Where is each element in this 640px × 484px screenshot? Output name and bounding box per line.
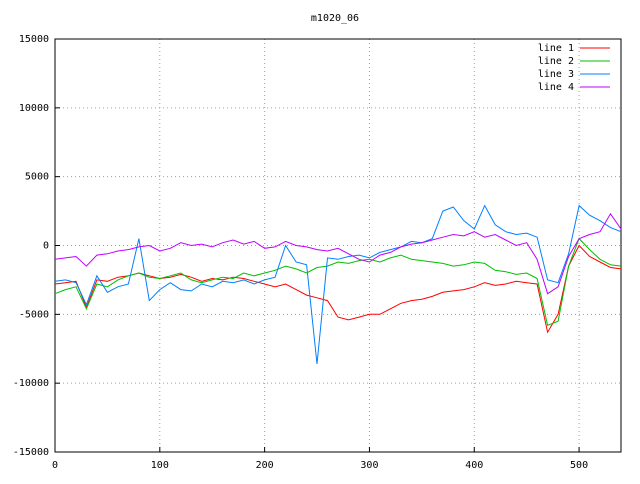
data-line (54, 237, 622, 326)
x-tick-label: 300 (360, 460, 378, 471)
y-tick-label: -5000 (19, 309, 49, 320)
data-line (54, 244, 622, 334)
legend-label: line 1 (538, 43, 574, 54)
chart-title: m1020_06 (311, 13, 359, 24)
data-line (54, 204, 622, 364)
legend-label: line 3 (538, 69, 574, 80)
x-tick-label: 400 (465, 460, 483, 471)
x-tick-label: 100 (151, 460, 169, 471)
data-line (54, 212, 622, 295)
y-tick-label: 15000 (19, 34, 49, 45)
y-tick-label: -15000 (13, 447, 49, 458)
y-tick-label: 0 (43, 241, 49, 252)
legend-label: line 4 (538, 82, 574, 93)
legend-label: line 2 (538, 56, 574, 67)
y-tick-label: 10000 (19, 103, 49, 114)
x-tick-label: 500 (570, 460, 588, 471)
x-tick-label: 200 (256, 460, 274, 471)
y-tick-label: -10000 (13, 378, 49, 389)
x-tick-label: 0 (52, 460, 58, 471)
plot-frame (54, 38, 622, 453)
y-tick-label: 5000 (25, 172, 49, 183)
